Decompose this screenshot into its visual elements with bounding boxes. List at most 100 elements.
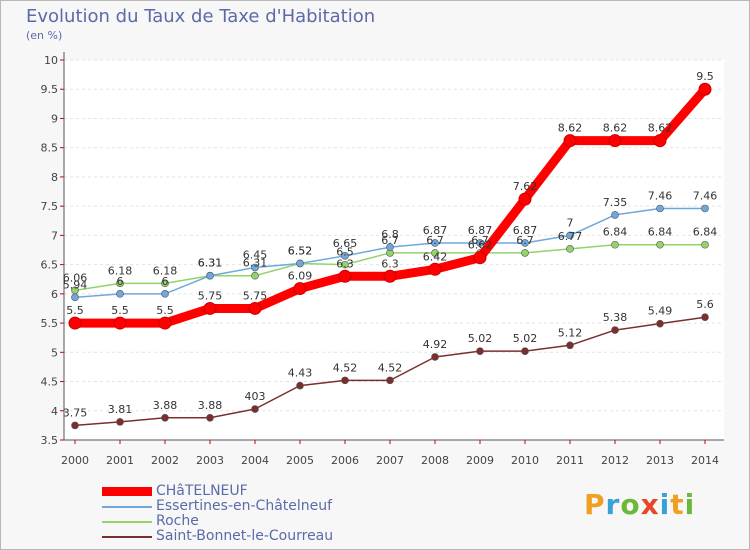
data-point	[656, 319, 664, 328]
data-label: 6.31	[198, 257, 223, 270]
data-label: 6.7	[426, 234, 444, 247]
data-point	[476, 347, 484, 355]
data-label: 6.5	[336, 246, 354, 259]
data-label: 6.87	[423, 224, 448, 237]
data-point	[386, 243, 394, 251]
chart-title: Evolution du Taux de Taxe d'Habitation	[26, 6, 376, 27]
x-tick-label: 2008	[421, 454, 449, 467]
data-point	[206, 413, 214, 422]
data-point	[701, 313, 709, 322]
x-tick-label: 2007	[376, 454, 404, 467]
legend-label-roche: Roche	[156, 513, 199, 529]
data-label: 8.62	[603, 122, 628, 135]
logo-letter: t	[670, 488, 685, 521]
x-tick-label: 2014	[691, 454, 719, 467]
data-label: 6.52	[288, 244, 313, 257]
data-label: 6	[162, 275, 169, 288]
data-label: 6.84	[693, 226, 718, 239]
data-label: 6.06	[63, 271, 88, 284]
data-label: 6.18	[108, 264, 133, 277]
data-label: 5.5	[66, 304, 84, 317]
data-label: 6.87	[513, 224, 538, 237]
chart-unit-label: (en %)	[26, 29, 63, 42]
data-label: 5.02	[513, 332, 538, 345]
legend-item-roche: Roche	[102, 514, 333, 529]
legend-item-essertines: Essertines-en-Châtelneuf	[102, 499, 333, 514]
y-tick-label: 4	[51, 405, 58, 418]
y-tick-label: 5.5	[41, 317, 59, 330]
y-tick-label: 4.5	[41, 376, 59, 389]
data-point	[113, 316, 127, 330]
data-point	[386, 376, 394, 385]
x-tick-label: 2005	[286, 454, 314, 467]
x-tick-label: 2010	[511, 454, 539, 467]
legend-swatch-saint-bonnet	[102, 535, 152, 538]
legend-item-chatelneuf: CHâTELNEUF	[102, 484, 333, 499]
data-point	[293, 282, 307, 296]
data-point	[338, 269, 352, 283]
data-label: 5.6	[696, 298, 714, 311]
legend-swatch-roche	[102, 520, 152, 523]
data-point	[71, 421, 79, 430]
data-point	[521, 249, 529, 257]
y-tick-label: 6.5	[41, 259, 59, 272]
data-point	[521, 347, 529, 355]
data-label: 7.35	[603, 196, 628, 209]
y-tick-label: 9.5	[41, 83, 59, 96]
data-label: 5.38	[603, 311, 628, 324]
data-label: 6.65	[333, 237, 358, 250]
logo-letter: o	[620, 488, 641, 521]
data-label: 7	[567, 216, 574, 229]
x-tick-label: 2004	[241, 454, 269, 467]
data-point	[248, 301, 262, 315]
legend-swatch-chatelneuf	[102, 487, 152, 496]
plot-area	[64, 60, 724, 440]
data-label: 5.5	[111, 304, 129, 317]
data-point	[563, 134, 577, 148]
data-label: 6	[117, 275, 124, 288]
data-label: 4.52	[333, 361, 358, 374]
logo-letter: P	[584, 488, 606, 521]
data-point	[608, 134, 622, 148]
data-point	[701, 240, 709, 249]
data-point	[383, 269, 397, 283]
data-point	[656, 240, 664, 249]
data-point	[653, 134, 667, 148]
data-label: 5.49	[648, 305, 673, 318]
data-point	[116, 418, 124, 426]
logo-letter: r	[605, 488, 621, 521]
data-point	[251, 405, 259, 413]
data-point	[611, 211, 619, 219]
data-point	[611, 240, 619, 249]
x-tick-label: 2009	[466, 454, 494, 467]
data-label: 8.62	[648, 122, 673, 135]
data-label: 6.42	[423, 250, 448, 263]
data-label: 6.8	[381, 228, 399, 241]
data-point	[203, 301, 217, 315]
y-tick-label: 9	[51, 112, 58, 125]
data-point	[521, 239, 529, 247]
data-label: 6.3	[336, 257, 354, 270]
data-point	[116, 279, 124, 288]
data-label: 6.84	[603, 226, 628, 239]
data-point	[518, 192, 532, 206]
legend-label-chatelneuf: CHâTELNEUF	[156, 483, 248, 499]
data-label: 5.94	[63, 278, 88, 291]
y-tick-label: 10	[44, 54, 58, 67]
data-point	[701, 204, 709, 213]
data-point	[251, 271, 259, 280]
data-label: 6.62	[468, 239, 493, 252]
data-point	[161, 279, 169, 288]
data-point	[116, 290, 124, 298]
data-point	[158, 316, 172, 330]
data-label: 9.5	[696, 70, 714, 83]
legend-swatch-essertines	[102, 505, 152, 508]
data-label: 6.7	[471, 234, 489, 247]
data-label: 3.81	[108, 403, 133, 416]
data-point	[656, 204, 664, 213]
legend-label-essertines: Essertines-en-Châtelneuf	[156, 498, 333, 514]
data-point	[68, 316, 82, 330]
x-tick-label: 2006	[331, 454, 359, 467]
x-tick-label: 2012	[601, 454, 629, 467]
data-point	[161, 413, 169, 422]
